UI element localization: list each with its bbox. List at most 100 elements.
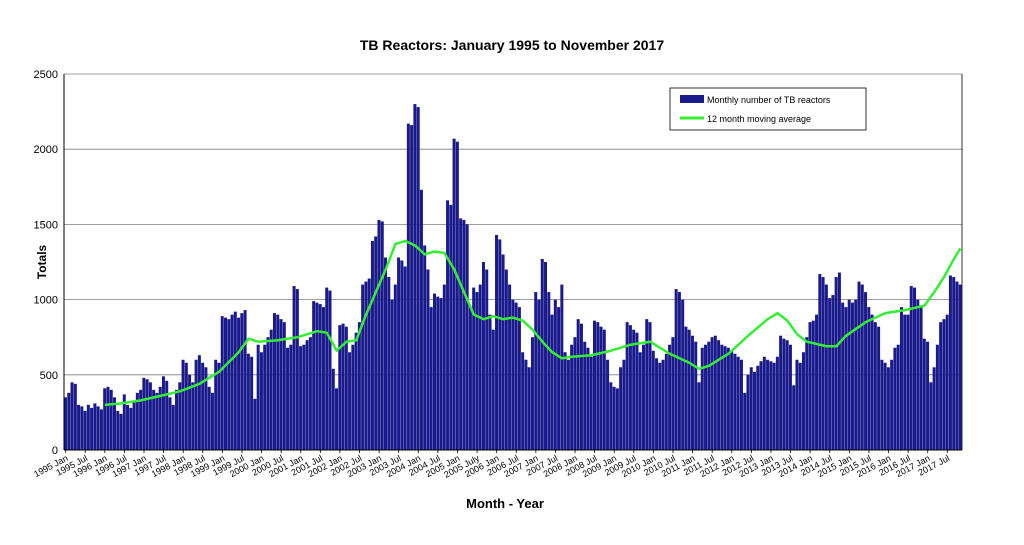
bar xyxy=(749,367,753,450)
bar xyxy=(194,359,198,450)
bar xyxy=(550,314,554,450)
bar xyxy=(64,397,67,450)
y-tick-label: 1000 xyxy=(34,295,58,307)
bar xyxy=(465,224,469,450)
bar xyxy=(406,123,410,450)
bar xyxy=(517,307,521,450)
bar xyxy=(96,406,100,450)
bar xyxy=(880,359,884,450)
bar xyxy=(723,346,727,450)
bar xyxy=(658,362,662,450)
bar xyxy=(733,353,737,450)
bar xyxy=(514,302,518,450)
bar xyxy=(161,376,165,450)
bar xyxy=(491,329,495,450)
bar xyxy=(237,317,241,450)
bar xyxy=(632,329,636,450)
bar xyxy=(361,284,365,450)
bar xyxy=(864,292,868,450)
bar xyxy=(67,392,71,450)
bar xyxy=(557,307,561,450)
bar xyxy=(854,299,858,450)
bar xyxy=(99,409,103,450)
bar xyxy=(690,335,694,450)
bar xyxy=(952,277,956,450)
bar xyxy=(798,362,802,450)
bar xyxy=(579,323,583,450)
bar xyxy=(106,386,110,450)
bar xyxy=(625,322,629,450)
bar xyxy=(762,356,766,450)
bar xyxy=(576,319,580,450)
bar xyxy=(73,383,77,450)
bar xyxy=(792,385,796,450)
bar xyxy=(671,337,675,450)
bar xyxy=(230,314,234,450)
bar xyxy=(756,365,760,450)
bar xyxy=(759,361,763,450)
bar xyxy=(641,344,645,450)
bar xyxy=(785,340,789,450)
bar xyxy=(922,338,926,450)
bar xyxy=(883,362,887,450)
bar xyxy=(152,389,156,450)
bar xyxy=(266,337,270,450)
bar xyxy=(70,382,74,450)
bar xyxy=(178,382,182,450)
legend-bar-label: Monthly number of TB reactors xyxy=(707,95,831,105)
bar xyxy=(305,340,309,450)
bar xyxy=(720,344,724,450)
bar xyxy=(204,367,208,450)
bar xyxy=(429,307,433,450)
bar xyxy=(403,266,407,450)
bar xyxy=(942,319,946,450)
bar xyxy=(472,287,476,450)
bar xyxy=(90,407,94,450)
bar xyxy=(289,344,293,450)
bar xyxy=(534,292,538,450)
legend: Monthly number of TB reactors 12 month m… xyxy=(669,87,867,131)
bar xyxy=(155,392,159,450)
bar xyxy=(354,332,358,450)
bar xyxy=(93,403,97,450)
moving-average-series xyxy=(104,239,962,407)
bar xyxy=(325,287,329,450)
bar xyxy=(426,269,430,450)
bar xyxy=(743,392,747,450)
bar xyxy=(583,341,587,450)
bar xyxy=(370,240,374,450)
bar xyxy=(677,292,681,450)
bar xyxy=(906,314,910,450)
bar xyxy=(769,361,773,450)
bar xyxy=(269,329,273,450)
bar xyxy=(704,344,708,450)
bar xyxy=(726,347,730,450)
bar xyxy=(795,359,799,450)
bar xyxy=(384,257,388,450)
bar xyxy=(553,299,557,450)
bar xyxy=(544,262,548,450)
bar xyxy=(416,107,420,450)
bar xyxy=(772,362,776,450)
bar xyxy=(877,326,881,450)
moving-average-line xyxy=(104,239,962,407)
bar xyxy=(599,326,603,450)
bar xyxy=(459,218,463,450)
bar xyxy=(335,388,339,450)
bar xyxy=(651,350,655,450)
bar xyxy=(413,104,417,450)
bar xyxy=(308,337,312,450)
bar xyxy=(596,322,600,450)
bar xyxy=(321,307,325,450)
bar xyxy=(593,320,596,450)
bar xyxy=(586,347,590,450)
bar xyxy=(377,219,381,450)
bar xyxy=(481,262,485,450)
bar xyxy=(122,394,126,450)
bar xyxy=(527,367,531,450)
bar xyxy=(521,352,525,450)
bar xyxy=(423,245,427,450)
bar xyxy=(276,314,280,450)
bar xyxy=(488,314,492,450)
